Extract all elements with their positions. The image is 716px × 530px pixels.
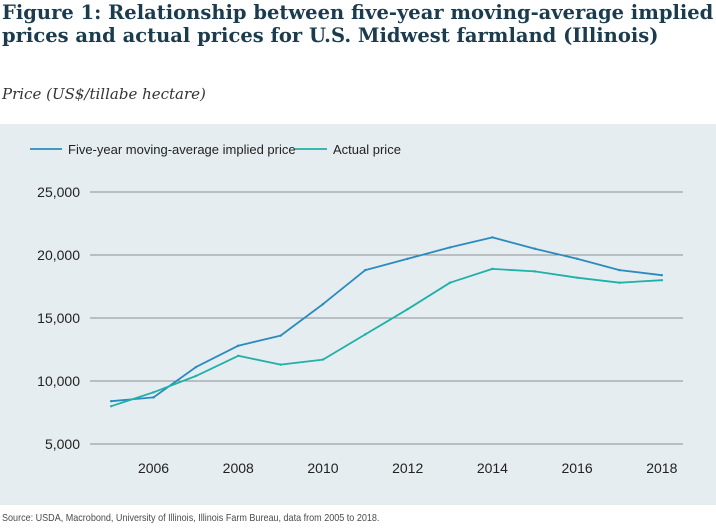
line-chart: Five-year moving-average implied price Ac…	[30, 142, 683, 476]
x-tick-label: 2010	[307, 460, 338, 476]
y-tick-label: 15,000	[37, 310, 80, 326]
x-tick-label: 2008	[223, 460, 254, 476]
data-point	[533, 247, 536, 250]
data-point	[448, 246, 452, 249]
source-note: Source: USDA, Macrobond, University of I…	[2, 512, 380, 524]
data-point	[618, 268, 621, 272]
x-tick-label: 2012	[392, 460, 423, 476]
x-tick-label: 2006	[138, 460, 169, 476]
data-point	[364, 333, 367, 336]
data-point	[660, 279, 664, 282]
chart-title: Figure 1: Relationship between five-year…	[2, 1, 714, 47]
data-point	[575, 257, 579, 260]
data-point	[237, 354, 240, 357]
legend-label: Five-year moving-average implied price	[68, 142, 296, 157]
data-point	[109, 399, 113, 403]
legend: Five-year moving-average implied price Ac…	[30, 142, 401, 157]
y-axis: 5,000 10,000 15,000 20,000 25,000	[37, 184, 80, 452]
data-point	[321, 302, 325, 306]
grid-lines	[90, 191, 683, 445]
data-point	[321, 358, 325, 361]
data-point	[194, 365, 198, 369]
data-point	[406, 307, 409, 311]
actual-price-line	[110, 268, 662, 408]
x-axis: 2006 2008 2010 2012 2014 2016 2018	[138, 460, 678, 476]
legend-label: Actual price	[333, 142, 401, 157]
x-tick-label: 2016	[562, 460, 593, 476]
data-point	[448, 281, 452, 284]
data-point	[618, 281, 621, 284]
series-group	[109, 236, 664, 408]
y-tick-label: 5,000	[45, 436, 80, 452]
x-tick-label: 2014	[477, 460, 508, 476]
data-point	[364, 268, 367, 272]
data-point	[194, 374, 198, 378]
implied-price-line	[111, 236, 662, 403]
data-point	[491, 236, 494, 239]
data-point	[279, 334, 282, 337]
data-point	[406, 257, 409, 260]
y-axis-unit-label: Price (US$/tillabe hectare)	[2, 85, 206, 103]
data-point	[152, 396, 155, 399]
data-point	[109, 405, 113, 408]
data-point	[533, 270, 536, 273]
x-tick-label: 2018	[646, 460, 677, 476]
y-tick-label: 10,000	[37, 373, 80, 389]
plot-panel: Five-year moving-average implied price Ac…	[0, 124, 716, 505]
y-tick-label: 25,000	[37, 184, 80, 200]
data-point	[279, 363, 282, 366]
data-point	[152, 391, 155, 394]
y-tick-label: 20,000	[37, 247, 80, 263]
data-point	[660, 273, 664, 277]
data-point	[237, 344, 240, 347]
data-point	[491, 267, 494, 271]
data-point	[575, 276, 579, 279]
